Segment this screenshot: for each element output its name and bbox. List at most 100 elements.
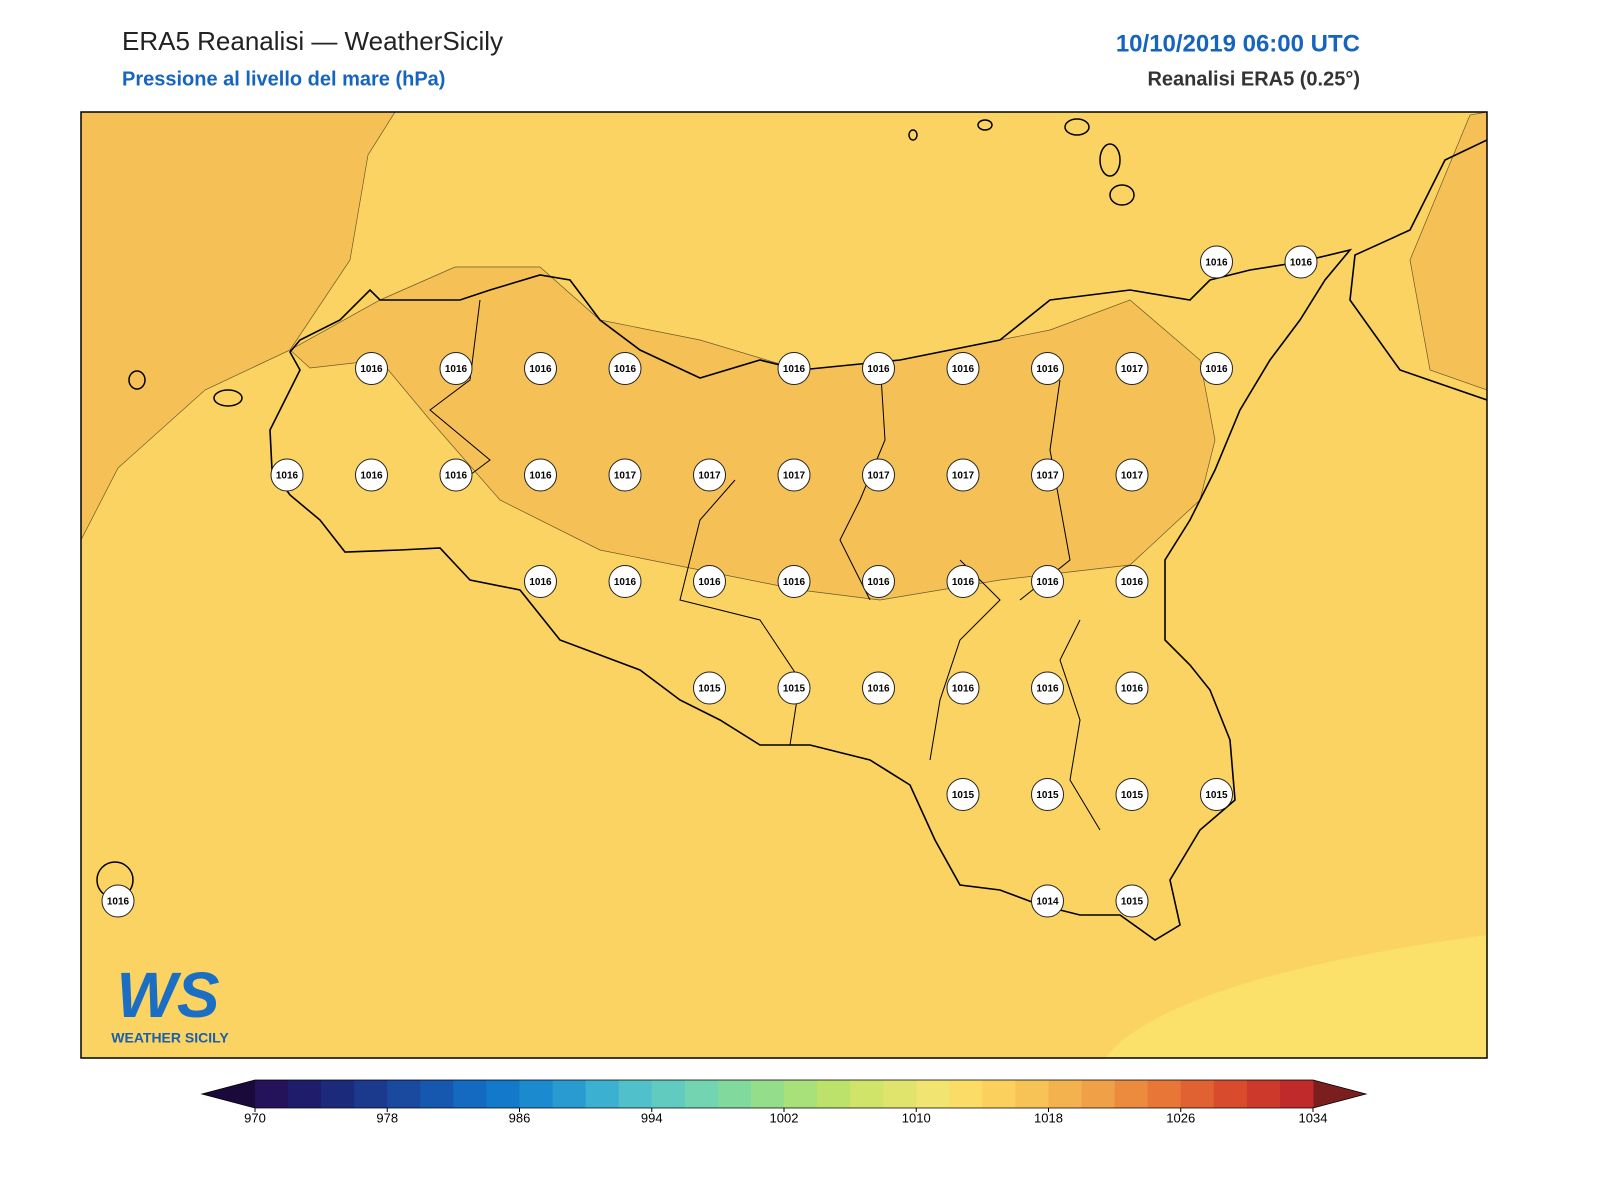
colorbar-band (750, 1080, 785, 1108)
colorbar-under (202, 1080, 255, 1108)
pressure-label: 1016 (614, 577, 637, 588)
pressure-label: 1016 (1036, 364, 1059, 375)
colorbar-tick-label: 1018 (1034, 1110, 1063, 1125)
pressure-label: 1014 (1036, 897, 1059, 908)
label-marker (862, 565, 895, 598)
label-marker (439, 352, 473, 385)
pressure-label: 1017 (614, 471, 637, 482)
label-marker (524, 565, 557, 598)
colorbar-band (784, 1080, 818, 1108)
colorbar-tick-label: 986 (509, 1110, 531, 1125)
pressure-label: 1016 (867, 684, 890, 695)
colorbar-band (1180, 1080, 1215, 1108)
label-marker (1115, 778, 1149, 811)
label-marker (608, 565, 642, 598)
colorbar-band (585, 1080, 620, 1108)
colorbar-tick-label: 978 (376, 1110, 398, 1125)
pressure-label: 1016 (952, 364, 975, 375)
colorbar-band (387, 1080, 421, 1108)
label-marker (524, 352, 557, 385)
colorbar-tick-label: 1002 (770, 1110, 799, 1125)
pressure-zone (1409, 112, 1487, 391)
colorbar-band (651, 1080, 686, 1108)
colorbar-band (1246, 1080, 1281, 1108)
pressure-label: 1016 (529, 577, 552, 588)
label-marker (946, 671, 980, 705)
pressure-label: 1016 (1205, 364, 1228, 375)
colorbar-band (883, 1080, 917, 1108)
colorbar-band (916, 1080, 950, 1108)
pressure-label: 1016 (1290, 258, 1313, 269)
colorbar-band (850, 1080, 884, 1108)
coastline (269, 248, 1353, 941)
pressure-label: 1015 (1036, 790, 1059, 801)
pressure-zone (1105, 935, 1487, 1058)
source: Reanalisi ERA5 (0.25°) (1147, 68, 1360, 90)
colorbar-tick-label: 1034 (1299, 1110, 1328, 1125)
colorbar-band (618, 1080, 653, 1108)
label-marker (1115, 884, 1149, 918)
label-marker (946, 565, 980, 598)
colorbar: 970 978 986 994 1002 1010 1018 1026 1034 (200, 1079, 1368, 1125)
pressure-label: 1015 (1205, 790, 1228, 801)
pressure-label: 1016 (698, 577, 721, 588)
pressure-label: 1016 (107, 897, 130, 908)
logo-mark: WS (116, 959, 219, 1031)
label-marker (1031, 458, 1064, 492)
colorbar-tick-label: 994 (641, 1110, 663, 1125)
pressure-label: 1016 (1121, 577, 1144, 588)
pressure-label: 1016 (360, 471, 383, 482)
colorbar-band (817, 1080, 851, 1108)
logo-text: WEATHER SICILY (111, 1030, 229, 1046)
pressure-label: 1015 (952, 790, 975, 801)
islands (96, 118, 1135, 899)
colorbar-band (453, 1080, 487, 1108)
colorbar-tick-label: 1026 (1166, 1110, 1195, 1125)
colorbar-over (1313, 1080, 1366, 1108)
pressure-label: 1016 (867, 364, 890, 375)
subtitle: Pressione al livello del mare (hPa) (122, 68, 445, 90)
pressure-label: 1016 (529, 471, 552, 482)
label-marker (777, 352, 811, 385)
map: 1016 1016 1016 1016 1016 1016 1016 1016 1016 1016… (81, 112, 1487, 1058)
pressure-label: 1017 (952, 471, 975, 482)
label-marker (355, 458, 388, 492)
colorbar-band (255, 1080, 289, 1108)
label-marker (946, 352, 980, 385)
pressure-label: 1016 (529, 364, 552, 375)
label-marker (1200, 352, 1233, 385)
label-marker (1031, 884, 1064, 918)
pressure-label: 1017 (1036, 471, 1059, 482)
colorbar-band (1213, 1080, 1248, 1108)
pressure-label: 1015 (783, 684, 806, 695)
datetime: 10/10/2019 06:00 UTC (1116, 30, 1360, 57)
label-marker (777, 671, 811, 705)
colorbar-band (1147, 1080, 1182, 1108)
pressure-label: 1017 (1121, 364, 1144, 375)
label-marker (1031, 352, 1064, 385)
label-marker (101, 884, 135, 918)
label-marker (1115, 352, 1149, 385)
colorbar-band (1114, 1080, 1149, 1108)
label-marker (270, 458, 304, 492)
label-marker (946, 778, 980, 811)
pressure-label: 1016 (445, 364, 468, 375)
label-marker (693, 671, 726, 705)
pressure-label: 1016 (276, 471, 299, 482)
pressure-label: 1016 (614, 364, 637, 375)
label-marker (777, 565, 811, 598)
colorbar-band (949, 1080, 983, 1108)
colorbar-band (717, 1080, 752, 1108)
title: ERA5 Reanalisi — WeatherSicily (122, 26, 503, 56)
label-marker (1031, 671, 1064, 705)
colorbar-band (1081, 1080, 1116, 1108)
label-marker (1115, 565, 1149, 598)
label-marker (1115, 671, 1149, 705)
pressure-label: 1017 (1121, 471, 1144, 482)
label-marker (862, 352, 895, 385)
map-frame (80, 111, 1488, 1059)
pressure-label: 1017 (867, 471, 890, 482)
